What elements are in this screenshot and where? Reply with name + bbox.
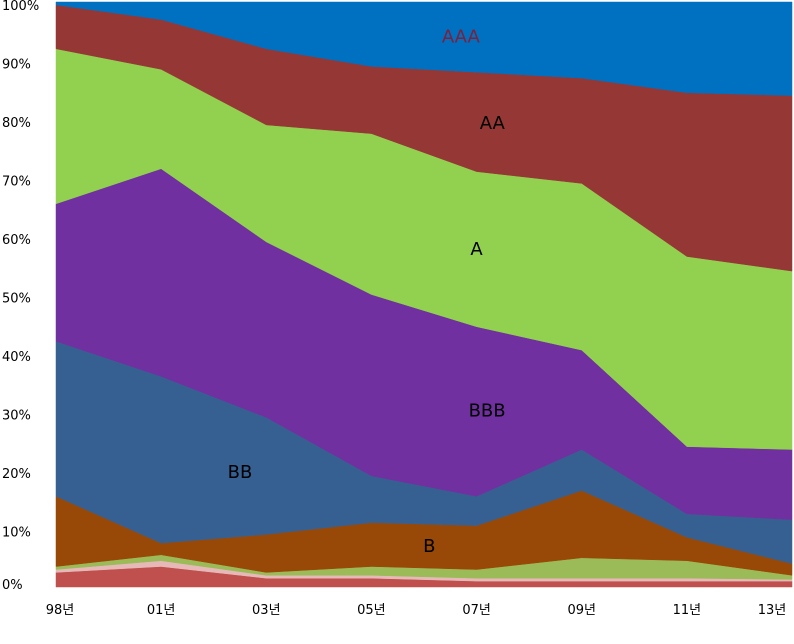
series-label-aa: AA <box>480 113 506 134</box>
x-tick-label: 01년 <box>147 603 176 618</box>
y-tick-label: 50% <box>2 292 31 307</box>
y-tick-label: 10% <box>2 526 31 541</box>
series-label-bb: BB <box>228 462 253 483</box>
x-tick-label: 11년 <box>673 603 702 618</box>
x-tick-label: 07년 <box>462 603 491 618</box>
y-tick-label: 30% <box>2 409 31 424</box>
series-label-bbb: BBB <box>469 400 506 421</box>
y-tick-label: 80% <box>2 116 31 131</box>
y-tick-label: 70% <box>2 175 31 190</box>
y-tick-label: 100% <box>2 0 39 14</box>
series-label-aaa: AAA <box>442 27 481 48</box>
x-tick-label: 09년 <box>567 603 596 618</box>
area-aaa <box>55 1 793 96</box>
y-tick-label: 40% <box>2 350 31 365</box>
y-axis-ticks: 0% 10% 20% 30% 40% 50% 60% 70% 80% 90% 100% <box>2 0 39 593</box>
y-tick-label: 90% <box>2 58 31 73</box>
series-label-b: B <box>423 536 435 557</box>
x-tick-label: 13년 <box>758 603 787 618</box>
y-tick-label: 60% <box>2 233 31 248</box>
x-tick-label: 03년 <box>252 603 281 618</box>
x-tick-label: 98년 <box>46 603 75 618</box>
series-label-a: A <box>470 239 483 260</box>
x-axis-ticks: 98년 01년 03년 05년 07년 09년 11년 13년 <box>46 603 787 618</box>
x-tick-label: 05년 <box>357 603 386 618</box>
y-tick-label: 20% <box>2 467 31 482</box>
areas-layer <box>55 1 793 588</box>
y-tick-label: 0% <box>2 578 23 593</box>
